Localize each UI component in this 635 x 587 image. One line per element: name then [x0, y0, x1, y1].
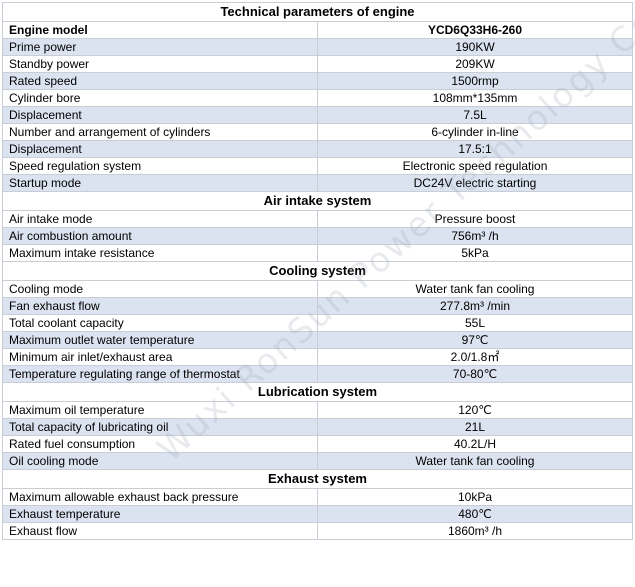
row-label: Maximum outlet water temperature — [2, 331, 318, 349]
section-header-cooling: Cooling system — [2, 261, 633, 281]
row-value: 6-cylinder in-line — [317, 123, 633, 141]
row-label: Temperature regulating range of thermost… — [2, 365, 318, 383]
table-row: Maximum allowable exhaust back pressure 1… — [2, 488, 633, 506]
row-value: 480℃ — [317, 505, 633, 523]
section-header-air-intake: Air intake system — [2, 191, 633, 211]
engine-model-value: YCD6Q33H6-260 — [317, 21, 633, 39]
table-row: Maximum oil temperature 120℃ — [2, 401, 633, 419]
row-value: 7.5L — [317, 106, 633, 124]
section-title: Air intake system — [2, 191, 633, 211]
row-value: 5kPa — [317, 244, 633, 262]
table-row: Rated fuel consumption 40.2L/H — [2, 435, 633, 453]
table-row: Temperature regulating range of thermost… — [2, 365, 633, 383]
table-row: Cooling mode Water tank fan cooling — [2, 280, 633, 298]
table-row: Number and arrangement of cylinders 6-cyl… — [2, 123, 633, 141]
row-value: 277.8m³ /min — [317, 297, 633, 315]
table-row: Fan exhaust flow 277.8m³ /min — [2, 297, 633, 315]
row-value: 120℃ — [317, 401, 633, 419]
row-label: Cooling mode — [2, 280, 318, 298]
table-row: Displacement 7.5L — [2, 106, 633, 124]
engine-model-row: Engine model YCD6Q33H6-260 — [2, 21, 633, 39]
row-value: 756m³ /h — [317, 227, 633, 245]
row-value: 209KW — [317, 55, 633, 73]
row-label: Total capacity of lubricating oil — [2, 418, 318, 436]
row-label: Air intake mode — [2, 210, 318, 228]
table-title: Technical parameters of engine — [2, 2, 633, 22]
row-label: Displacement — [2, 140, 318, 158]
row-value: 17.5:1 — [317, 140, 633, 158]
row-label: Exhaust flow — [2, 522, 318, 540]
table-row: Maximum outlet water temperature 97℃ — [2, 331, 633, 349]
section-header-lubrication: Lubrication system — [2, 382, 633, 402]
row-value: 190KW — [317, 38, 633, 56]
table-row: Air intake mode Pressure boost — [2, 210, 633, 228]
row-label: Speed regulation system — [2, 157, 318, 175]
section-title: Exhaust system — [2, 469, 633, 489]
section-title: Cooling system — [2, 261, 633, 281]
row-label: Standby power — [2, 55, 318, 73]
row-label: Startup mode — [2, 174, 318, 192]
row-label: Rated speed — [2, 72, 318, 90]
table-title-row: Technical parameters of engine — [2, 2, 633, 22]
row-value: 108mm*135mm — [317, 89, 633, 107]
row-value: 21L — [317, 418, 633, 436]
row-value: 40.2L/H — [317, 435, 633, 453]
section-title: Lubrication system — [2, 382, 633, 402]
table-row: Exhaust temperature 480℃ — [2, 505, 633, 523]
row-label: Maximum allowable exhaust back pressure — [2, 488, 318, 506]
row-label: Prime power — [2, 38, 318, 56]
row-value: Water tank fan cooling — [317, 452, 633, 470]
row-label: Maximum intake resistance — [2, 244, 318, 262]
table-row: Speed regulation system Electronic speed … — [2, 157, 633, 175]
table-row: Standby power 209KW — [2, 55, 633, 73]
row-label: Air combustion amount — [2, 227, 318, 245]
row-value: 97℃ — [317, 331, 633, 349]
row-label: Total coolant capacity — [2, 314, 318, 332]
row-label: Number and arrangement of cylinders — [2, 123, 318, 141]
table-row: Rated speed 1500rmp — [2, 72, 633, 90]
row-label: Minimum air inlet/exhaust area — [2, 348, 318, 366]
row-value: DC24V electric starting — [317, 174, 633, 192]
table-row: Oil cooling mode Water tank fan cooling — [2, 452, 633, 470]
table-row: Maximum intake resistance 5kPa — [2, 244, 633, 262]
row-label: Exhaust temperature — [2, 505, 318, 523]
table-row: Minimum air inlet/exhaust area 2.0/1.8㎡ — [2, 348, 633, 366]
table-row: Cylinder bore 108mm*135mm — [2, 89, 633, 107]
row-label: Displacement — [2, 106, 318, 124]
table-row: Prime power 190KW — [2, 38, 633, 56]
row-value: 2.0/1.8㎡ — [317, 348, 633, 366]
row-value: Electronic speed regulation — [317, 157, 633, 175]
table-row: Air combustion amount 756m³ /h — [2, 227, 633, 245]
row-value: 10kPa — [317, 488, 633, 506]
row-label: Rated fuel consumption — [2, 435, 318, 453]
table-row: Total coolant capacity 55L — [2, 314, 633, 332]
row-value: 55L — [317, 314, 633, 332]
row-label: Maximum oil temperature — [2, 401, 318, 419]
table-row: Exhaust flow 1860m³ /h — [2, 522, 633, 540]
table-row: Startup mode DC24V electric starting — [2, 174, 633, 192]
table-row: Displacement 17.5:1 — [2, 140, 633, 158]
row-value: 1860m³ /h — [317, 522, 633, 540]
row-label: Fan exhaust flow — [2, 297, 318, 315]
row-label: Oil cooling mode — [2, 452, 318, 470]
section-header-exhaust: Exhaust system — [2, 469, 633, 489]
table-row: Total capacity of lubricating oil 21L — [2, 418, 633, 436]
row-value: 70-80℃ — [317, 365, 633, 383]
row-value: Water tank fan cooling — [317, 280, 633, 298]
engine-spec-table: Technical parameters of engine Engine mo… — [2, 2, 633, 540]
row-label: Cylinder bore — [2, 89, 318, 107]
engine-model-label: Engine model — [2, 21, 318, 39]
row-value: 1500rmp — [317, 72, 633, 90]
row-value: Pressure boost — [317, 210, 633, 228]
